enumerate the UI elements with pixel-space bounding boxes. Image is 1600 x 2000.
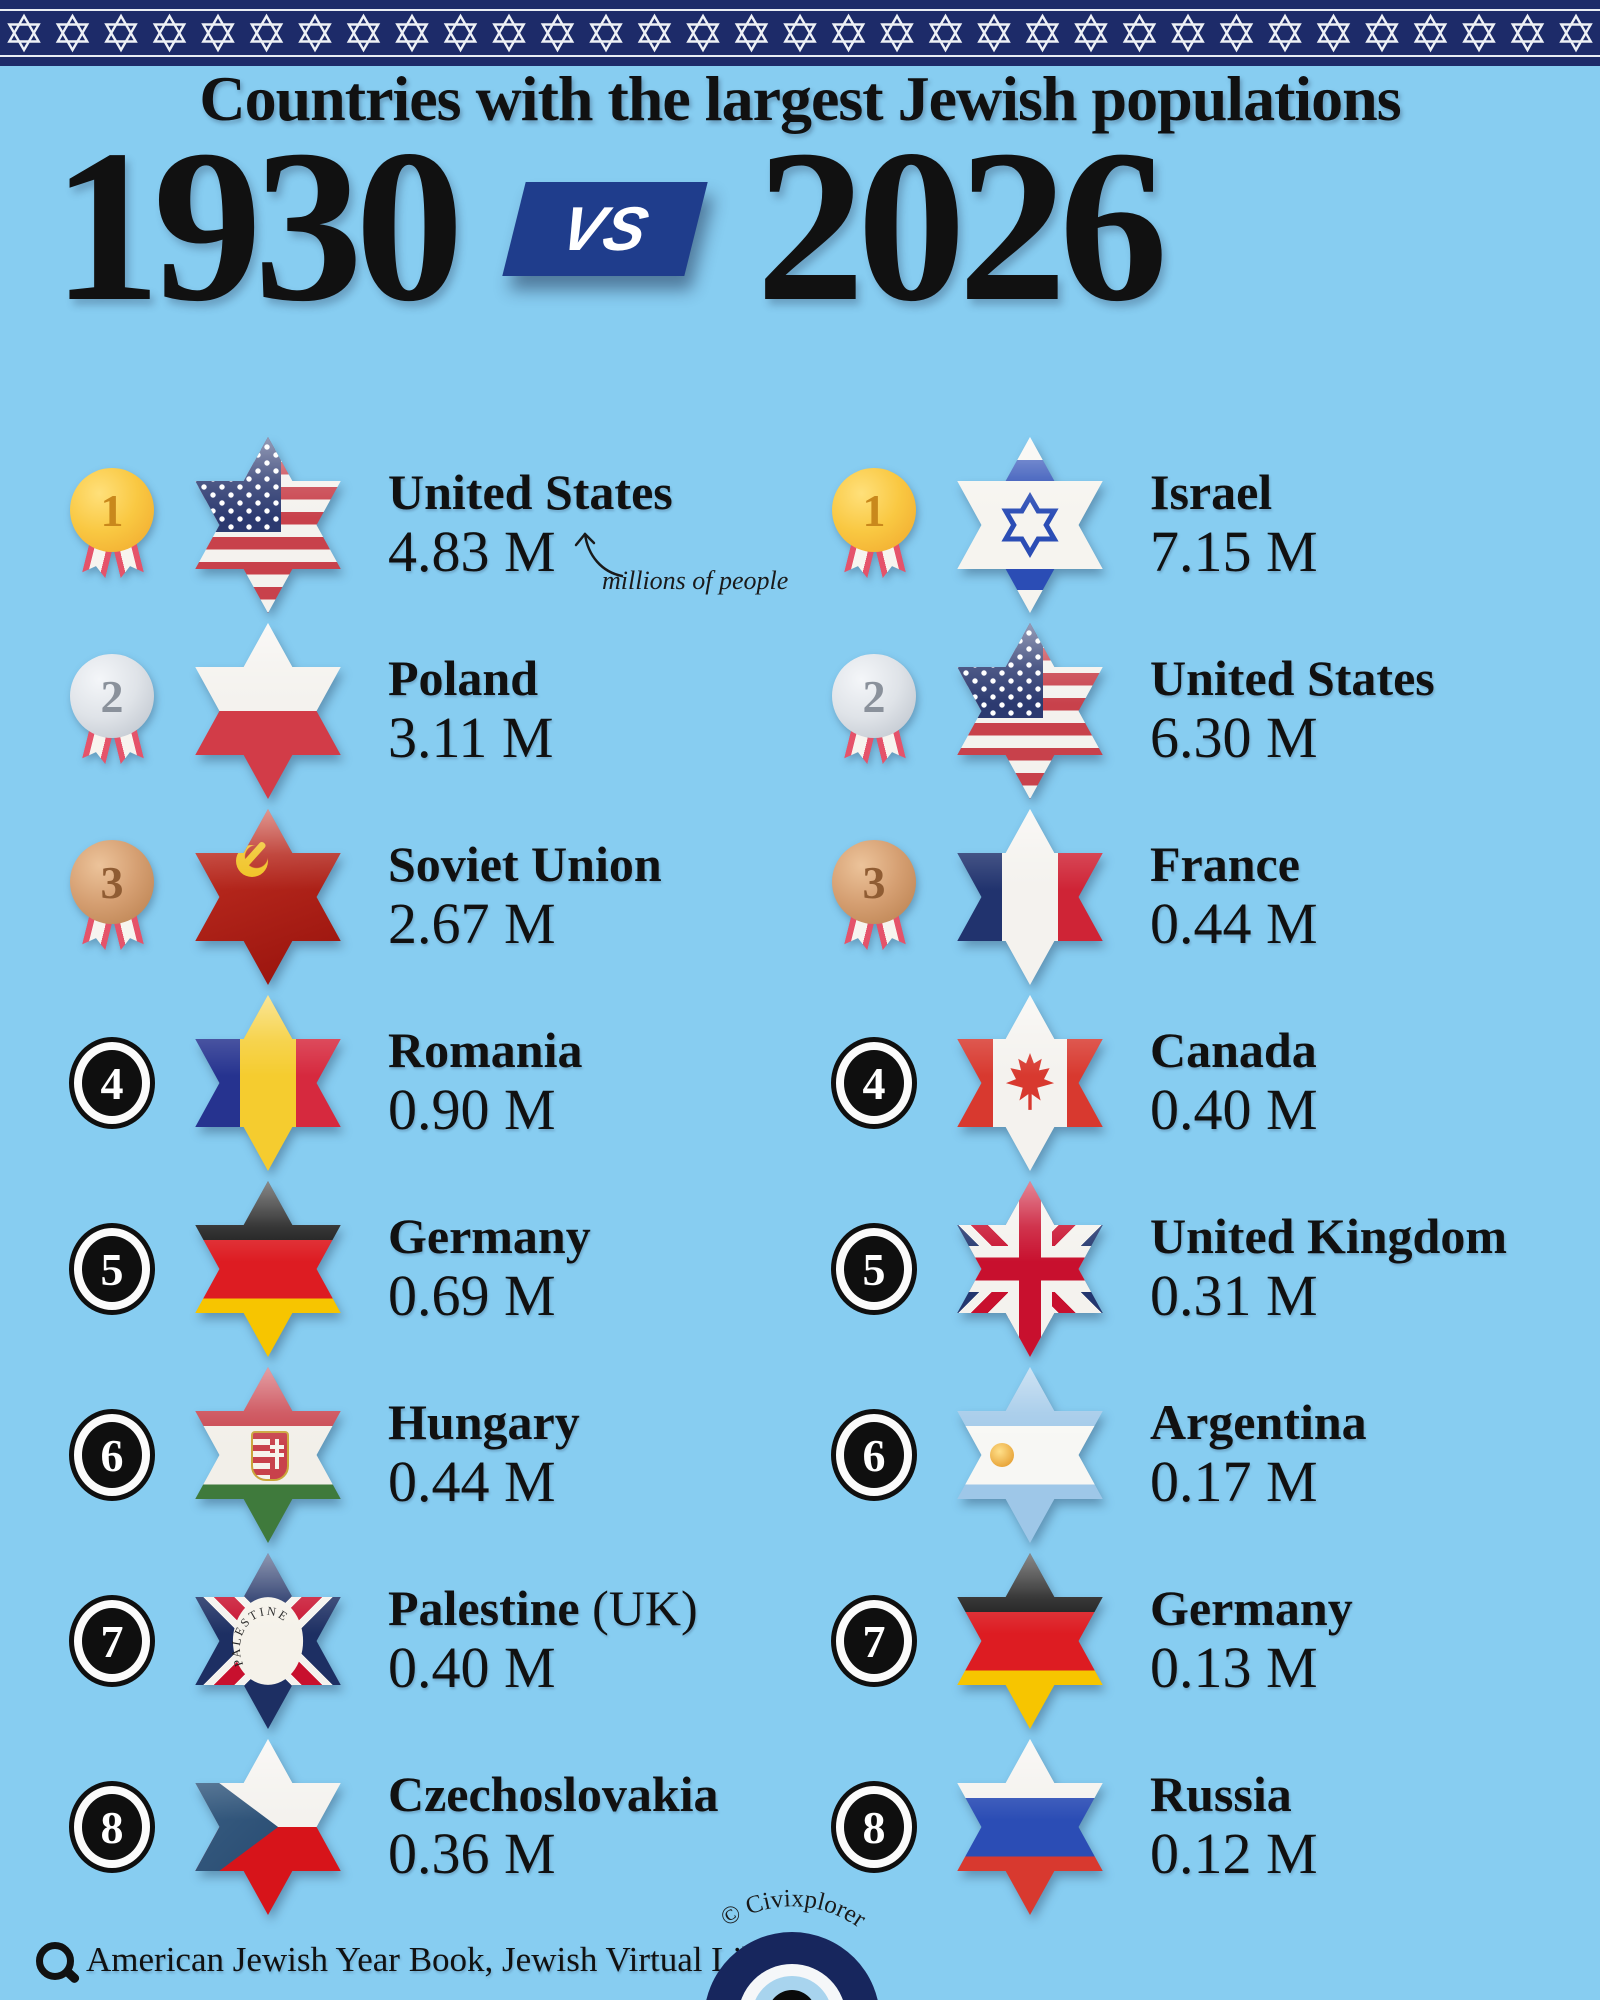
row-2026-rank2: 2 United States 6.30 M [810,618,1596,804]
rank-number-badge: 8 [69,1781,155,1873]
annotation-label: millions of people [602,566,789,595]
row-1930-rank5: 5 Germany 0.69 M [48,1176,834,1362]
country-label: United States [388,463,673,520]
rank-number-badge: 4 [69,1037,155,1129]
flag-star-israel-icon [946,437,1114,613]
silver-medal-icon: 2 [824,652,924,770]
flag-star-argentina-icon [946,1367,1114,1543]
flag-star-romania-icon [184,995,352,1171]
row-1930-rank2: 2 Poland 3.11 M [48,618,834,804]
flag-star-france-icon [946,809,1114,985]
flag-star-united-states-icon [946,623,1114,799]
country-label: United States [1150,649,1435,706]
page-title: Countries with the largest Jewish popula… [199,63,1401,134]
population-value: 0.69 M [388,1263,556,1329]
flag-star-soviet-union-icon [184,809,352,985]
country-label: Romania [388,1021,583,1078]
country-label: Poland [388,649,539,706]
source-credit: American Jewish Year Book, Jewish Virtua… [86,1940,817,1979]
row-2026-rank7: 7 Germany 0.13 M [810,1548,1596,1734]
row-2026-rank4: 4 Canada 0.40 M [810,990,1596,1176]
flag-star-germany-icon [946,1553,1114,1729]
population-value: 0.44 M [388,1449,556,1515]
year-right-heading: 2026 [756,106,1168,347]
row-2026-rank5: 5 United Kingdom 0.31 M [810,1176,1596,1362]
column-2026: 1 Israel 7.15 M 2 United States [810,432,1596,1920]
population-value: 0.13 M [1150,1635,1318,1701]
population-value: 3.11 M [388,705,554,771]
row-2026-rank1: 1 Israel 7.15 M [810,432,1596,618]
row-2026-rank3: 3 France 0.44 M [810,804,1596,990]
flag-star-hungary-icon [184,1367,352,1543]
country-label: Czechoslovakia [388,1765,719,1822]
row-1930-rank3: 3 Soviet Union 2.67 M [48,804,834,990]
rank-number-badge: 6 [831,1409,917,1501]
row-2026-rank6: 6 Argentina 0.17 M [810,1362,1596,1548]
population-value: 7.15 M [1150,519,1318,585]
population-value: 0.40 M [1150,1077,1318,1143]
row-1930-rank4: 4 Romania 0.90 M [48,990,834,1176]
row-1930-rank8: 8 Czechoslovakia 0.36 M [48,1734,834,1920]
country-label: Palestine (UK) [388,1579,698,1636]
bronze-medal-icon: 3 [62,838,162,956]
flag-star-united-kingdom-icon [946,1181,1114,1357]
flag-star-russia-icon [946,1739,1114,1915]
flag-star-poland-icon [184,623,352,799]
population-value: 4.83 M [388,519,556,585]
country-label: Soviet Union [388,835,662,892]
population-value: 0.40 M [388,1635,556,1701]
country-label: Israel [1150,463,1273,520]
credit-curved-text: © Civixplorer [716,1885,871,1933]
flag-star-czechoslovakia-icon [184,1739,352,1915]
gold-medal-icon: 1 [62,466,162,584]
star-of-david-border [0,0,1600,66]
population-value: 0.17 M [1150,1449,1318,1515]
rank-number-badge: 6 [69,1409,155,1501]
population-value: 0.12 M [1150,1821,1318,1887]
country-label: Hungary [388,1393,580,1450]
rank-number-badge: 4 [831,1037,917,1129]
population-value: 2.67 M [388,891,556,957]
vs-badge: VS [502,182,708,276]
country-label: Argentina [1150,1393,1367,1450]
rank-number-badge: 7 [831,1595,917,1687]
annotation-arrow-icon [574,532,624,578]
rank-number-badge: 8 [831,1781,917,1873]
row-1930-rank7: 7 PALESTINE Palestine (UK) [48,1548,834,1734]
population-value: 0.36 M [388,1821,556,1887]
evil-eye-pupil [768,1990,816,2000]
population-value: 0.31 M [1150,1263,1318,1329]
flag-star-germany-icon [184,1181,352,1357]
rank-number-badge: 7 [69,1595,155,1687]
vs-label: VS [554,194,656,264]
flag-star-united-states-icon [184,437,352,613]
column-1930: 1 United States 4.83 M 2 Poland [48,432,834,1920]
country-label: Germany [1150,1579,1353,1636]
svg-text:© Civixplorer: © Civixplorer [716,1885,871,1933]
row-1930-rank6: 6 Hungary 0.44 M [48,1362,834,1548]
country-label: United Kingdom [1150,1207,1508,1264]
population-value: 6.30 M [1150,705,1318,771]
rank-number-badge: 5 [69,1223,155,1315]
rank-number-badge: 5 [831,1223,917,1315]
country-label: Russia [1150,1765,1292,1822]
flag-star-canada-icon [946,995,1114,1171]
bronze-medal-icon: 3 [824,838,924,956]
row-2026-rank8: 8 Russia 0.12 M [810,1734,1596,1920]
country-label: Germany [388,1207,591,1264]
magnifier-icon [36,1942,74,1980]
year-left-heading: 1930 [52,106,464,347]
population-value: 0.44 M [1150,891,1318,957]
country-label: France [1150,835,1300,892]
row-1930-rank1: 1 United States 4.83 M [48,432,834,618]
flag-star-palestine-uk-icon: PALESTINE [184,1553,352,1729]
country-label: Canada [1150,1021,1317,1078]
ranking-lists: 1 United States 4.83 M 2 Poland [0,432,1600,1924]
population-value: 0.90 M [388,1077,556,1143]
gold-medal-icon: 1 [824,466,924,584]
silver-medal-icon: 2 [62,652,162,770]
